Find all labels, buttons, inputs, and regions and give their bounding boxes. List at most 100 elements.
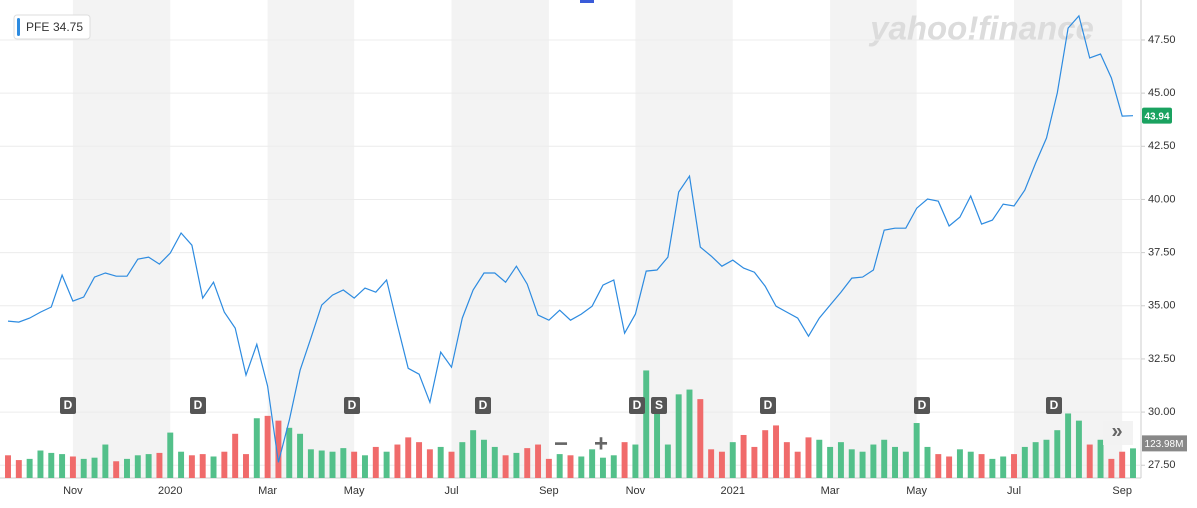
event-label: D <box>764 398 773 412</box>
volume-bar <box>69 456 76 478</box>
volume-bar <box>188 455 195 478</box>
x-tick-label: Mar <box>821 485 840 497</box>
event-label: D <box>194 398 203 412</box>
volume-bar <box>459 442 466 478</box>
event-marker[interactable]: D <box>60 397 76 414</box>
volume-bar <box>37 450 44 478</box>
y-tick-label: 35.00 <box>1148 300 1176 312</box>
event-marker[interactable]: D <box>629 397 645 414</box>
volume-bar <box>167 432 174 478</box>
volume-bar <box>329 451 336 478</box>
volume-bar <box>535 444 542 478</box>
event-box <box>629 397 645 414</box>
event-box <box>1046 397 1062 414</box>
volume-bar <box>837 442 844 478</box>
volume-bar <box>416 442 423 478</box>
volume-bar <box>232 433 239 478</box>
volume-bar <box>805 437 812 478</box>
event-marker[interactable]: D <box>344 397 360 414</box>
volume-bar <box>502 455 509 478</box>
volume-bar <box>697 399 704 478</box>
x-tick-label: Sep <box>539 485 559 497</box>
month-band <box>830 0 917 478</box>
volume-bar <box>902 451 909 478</box>
control-zoom-out[interactable]: − <box>554 430 568 457</box>
y-tick-label: 45.00 <box>1148 87 1176 99</box>
month-band <box>635 0 733 478</box>
volume-bar <box>599 457 606 478</box>
month-band <box>451 0 549 478</box>
volume-bar <box>264 415 271 478</box>
volume-bar <box>1032 442 1039 478</box>
x-tick-label: Nov <box>63 485 83 497</box>
x-tick-label: Jul <box>1007 485 1021 497</box>
volume-bar <box>567 455 574 478</box>
volume-bar <box>243 454 249 478</box>
volume-bar <box>1011 454 1017 478</box>
volume-bar <box>870 444 877 478</box>
volume-bar <box>491 446 498 478</box>
volume-bar <box>913 423 920 478</box>
volume-bar <box>967 451 974 478</box>
more-button[interactable] <box>1103 421 1133 445</box>
x-tick-label: 2021 <box>721 485 745 497</box>
volume-bar <box>794 451 801 478</box>
event-label: S <box>655 398 663 412</box>
x-tick-label: Mar <box>258 485 277 497</box>
month-band <box>72 0 171 478</box>
volume-bar <box>1130 448 1136 478</box>
volume-bar <box>318 450 325 478</box>
legend-box <box>13 14 91 40</box>
legend: PFE 34.75 <box>13 14 91 40</box>
volume-bar <box>773 425 780 478</box>
month-band <box>1014 0 1123 478</box>
volume-bar <box>783 442 790 478</box>
top-handle[interactable] <box>580 0 594 3</box>
volume-bar <box>351 451 358 478</box>
event-label: D <box>479 398 488 412</box>
volume-bar <box>978 454 985 478</box>
event-box <box>190 397 206 414</box>
x-tick-label: May <box>906 485 927 497</box>
event-box <box>914 397 930 414</box>
volume-bar <box>513 452 520 478</box>
event-marker[interactable]: D <box>190 397 206 414</box>
event-marker[interactable]: D <box>760 397 776 414</box>
legend-swatch <box>17 18 20 36</box>
volume-bar <box>437 446 444 478</box>
volume-bar <box>654 406 661 478</box>
volume-bar <box>1086 444 1093 478</box>
event-marker[interactable]: D <box>914 397 930 414</box>
volume-bar <box>5 455 11 478</box>
x-tick-label: 2020 <box>158 485 182 497</box>
volume-bar <box>383 451 390 478</box>
event-label: D <box>1050 398 1059 412</box>
volume-bar <box>26 458 33 478</box>
event-marker[interactable]: S <box>651 397 667 414</box>
x-tick-label: Nov <box>626 485 646 497</box>
volume-bar <box>48 452 55 478</box>
last-price-tag <box>1142 107 1172 124</box>
event-marker[interactable]: D <box>475 397 491 414</box>
volume-bar <box>1097 439 1104 478</box>
volume-bar <box>621 442 628 478</box>
volume-bar <box>1119 451 1126 478</box>
volume-bar <box>480 439 487 478</box>
volume-bar <box>80 458 87 478</box>
price-line <box>7 14 1134 463</box>
control-more[interactable]: » <box>1111 420 1122 442</box>
control-zoom-in[interactable]: + <box>594 430 608 457</box>
volume-bar <box>199 454 206 478</box>
y-tick-label: 32.50 <box>1148 353 1176 365</box>
y-tick-label: 37.50 <box>1148 247 1176 259</box>
volume-bar <box>15 460 22 478</box>
volume-bar <box>610 455 617 478</box>
event-marker[interactable]: D <box>1046 397 1062 414</box>
event-label: D <box>633 398 642 412</box>
y-tick-label: 40.00 <box>1148 193 1176 205</box>
last-volume-tag <box>1142 435 1187 452</box>
volume-bar <box>589 449 596 478</box>
